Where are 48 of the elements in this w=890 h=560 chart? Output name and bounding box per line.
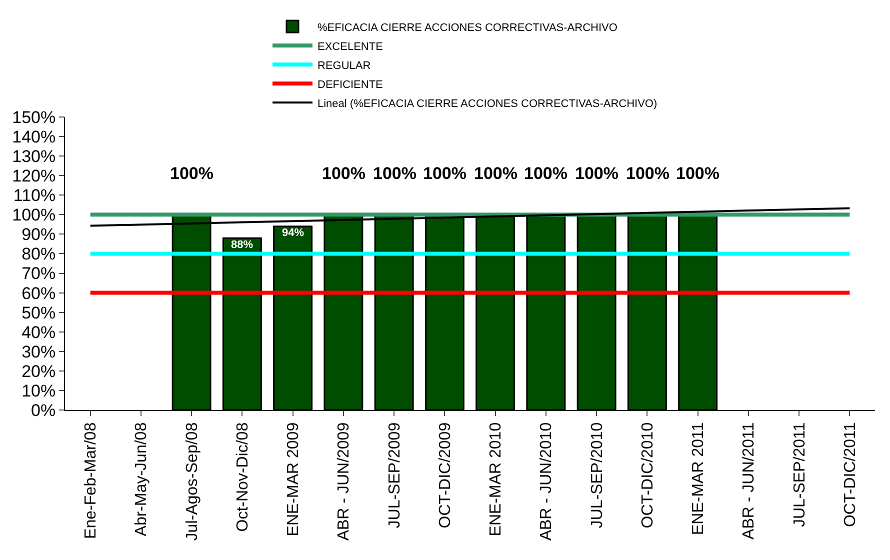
data-label: 100%	[676, 164, 720, 183]
data-label: 100%	[373, 164, 416, 183]
legend-label: REGULAR	[318, 60, 371, 72]
y-tick-label: 130%	[12, 147, 56, 166]
legend-label: Lineal (%EFICACIA CIERRE ACCIONES CORRECTIVAS-ARCHIVO)	[318, 98, 658, 110]
x-tick-label: Ene-Feb-Mar/08	[82, 422, 100, 539]
y-tick-label: 60%	[22, 284, 56, 303]
y-tick-label: 50%	[22, 303, 56, 322]
x-tick-label: Oct-Nov-Dic/08	[234, 422, 252, 532]
x-tick-label: OCT-DIC/2011	[842, 422, 859, 528]
y-tick-label: 40%	[22, 322, 56, 342]
x-tick-label: ENE-MAR 2011	[690, 422, 708, 536]
data-label: 100%	[322, 164, 366, 183]
y-tick-label: 10%	[22, 381, 56, 400]
legend-label: EXCELENTE	[318, 40, 383, 53]
y-tick-label: 100%	[12, 206, 56, 225]
data-label: 100%	[626, 164, 670, 183]
data-label: 100%	[474, 164, 518, 183]
y-tick-label: 80%	[22, 244, 56, 264]
data-label: 88%	[231, 239, 254, 251]
x-tick-label: ABR - JUN/2009	[336, 422, 353, 541]
x-tick-label: ABR - JUN/2011	[740, 422, 758, 540]
x-tick-label: ABR - JUN/2010	[538, 422, 556, 541]
y-tick-label: 30%	[22, 342, 56, 362]
y-tick-label: 90%	[22, 225, 56, 244]
data-label: 100%	[575, 164, 618, 183]
y-tick-label: 150%	[12, 108, 56, 127]
x-tick-label: JUL-SEP/2010	[588, 422, 606, 528]
y-tick-label: 0%	[31, 400, 56, 420]
x-tick-label: OCT-DIC/2010	[639, 422, 656, 528]
legend-label: %EFICACIA CIERRE ACCIONES CORRECTIVAS-ARCHIVO	[318, 22, 618, 34]
legend-label: DEFICIENTE	[318, 78, 383, 91]
y-tick-label: 140%	[12, 127, 56, 146]
x-tick-label: ENE-MAR 2010	[488, 422, 505, 536]
x-tick-label: JUL-SEP/2009	[386, 422, 404, 528]
x-tick-label: OCT-DIC/2009	[436, 422, 454, 528]
y-tick-label: 120%	[12, 166, 56, 186]
y-tick-label: 70%	[22, 264, 56, 284]
x-tick-label: Jul-Agos-Sep/08	[184, 422, 201, 541]
data-label: 100%	[423, 164, 466, 183]
data-label: 100%	[524, 164, 568, 183]
data-label: 100%	[170, 164, 214, 183]
x-tick-label: Abr-May-Jun/08	[133, 422, 150, 536]
x-tick-label: ENE-MAR 2009	[285, 422, 302, 536]
y-tick-label: 110%	[13, 186, 56, 206]
data-label: 94%	[282, 227, 304, 239]
y-tick-label: 20%	[22, 362, 56, 381]
x-tick-label: JUL-SEP/2011	[791, 422, 808, 528]
